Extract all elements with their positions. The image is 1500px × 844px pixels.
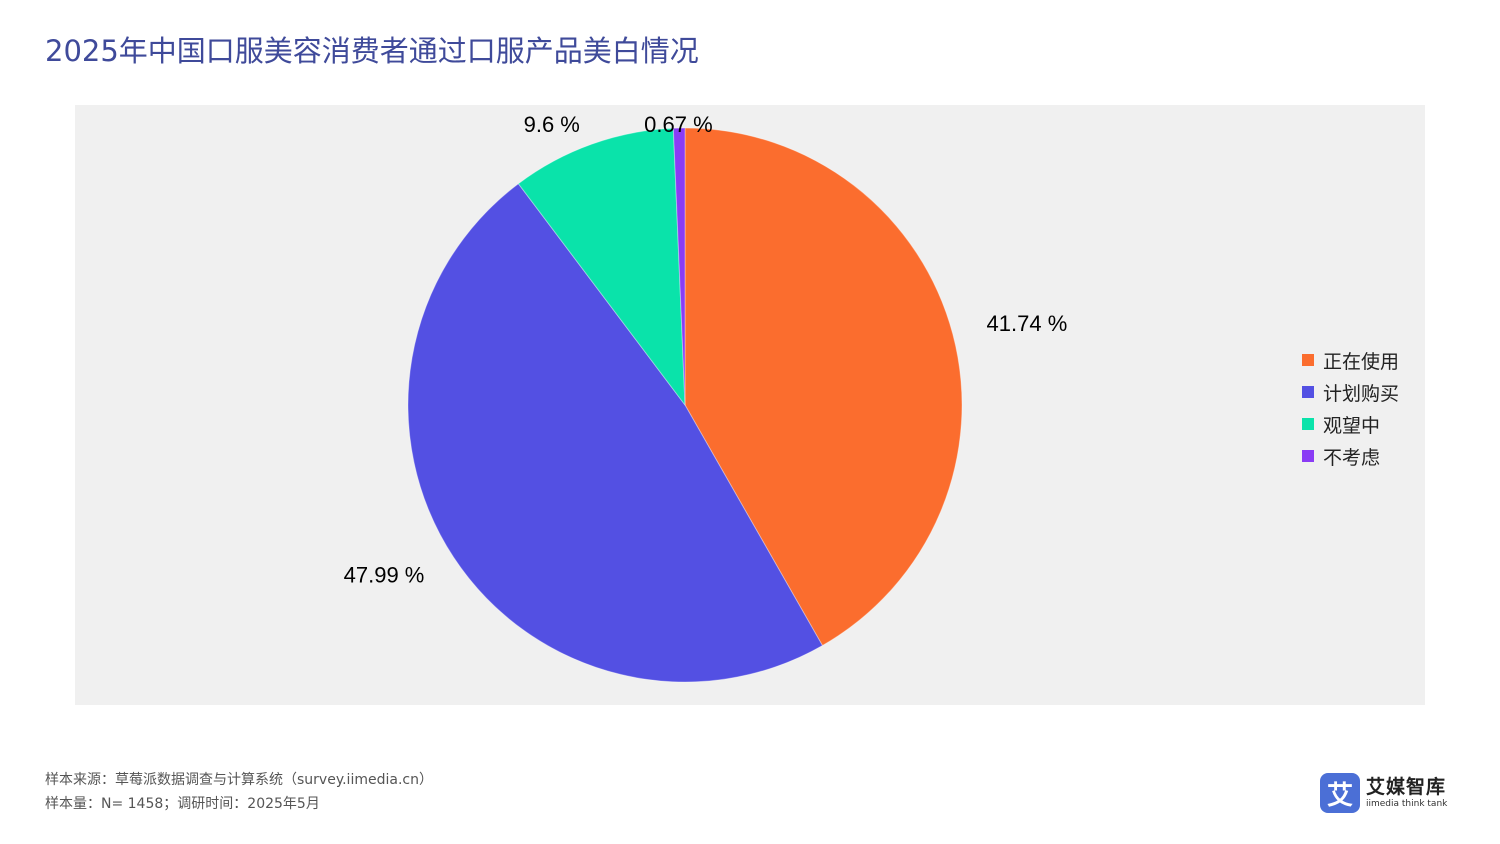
legend-item[interactable]: 计划购买: [1302, 376, 1399, 408]
legend-label: 正在使用: [1323, 350, 1400, 373]
legend-label: 计划购买: [1323, 382, 1400, 405]
pie-slice[interactable]: [517, 127, 686, 407]
legend-label: 观望中: [1323, 414, 1381, 437]
slice-label: 9.6 %: [524, 112, 580, 137]
brand-logo: 艾 艾媒智库 iimedia think tank: [1320, 773, 1470, 813]
pie-slice[interactable]: [684, 127, 963, 647]
sample-note: 样本量：N= 1458；调研时间：2025年5月: [45, 796, 320, 812]
logo-subtitle: iimedia think tank: [1366, 799, 1448, 809]
slice-label: 41.74 %: [987, 311, 1068, 336]
slice-label: 0.67 %: [644, 112, 713, 137]
legend-swatch: [1302, 386, 1314, 398]
logo-name: 艾媒智库: [1366, 776, 1447, 798]
logo-mark-icon: 艾: [1320, 773, 1360, 813]
legend-item[interactable]: 不考虑: [1302, 440, 1399, 472]
legend-item[interactable]: 观望中: [1302, 408, 1399, 440]
footer: 样本来源：草莓派数据调查与计算系统（survey.iimedia.cn） 样本量…: [45, 768, 433, 816]
chart-area: 41.74 % 47.99 % 9.6 % 0.67 % 正在使用 计划购买 观望中 …: [75, 105, 1425, 705]
legend-swatch: [1302, 418, 1314, 430]
legend: 正在使用 计划购买 观望中 不考虑: [1302, 344, 1399, 472]
slice-label: 47.99 %: [344, 562, 425, 587]
legend-swatch: [1302, 450, 1314, 462]
legend-label: 不考虑: [1323, 446, 1381, 469]
source-note: 样本来源：草莓派数据调查与计算系统（survey.iimedia.cn）: [45, 772, 433, 788]
legend-item[interactable]: 正在使用: [1302, 344, 1399, 376]
pie-chart: 41.74 % 47.99 % 9.6 % 0.67 %: [344, 112, 1068, 683]
legend-swatch: [1302, 354, 1314, 366]
pie-slice[interactable]: [407, 182, 824, 683]
pie-slice[interactable]: [672, 127, 686, 406]
page-title: 2025年中国口服美容消费者通过口服产品美白情况: [45, 34, 699, 68]
